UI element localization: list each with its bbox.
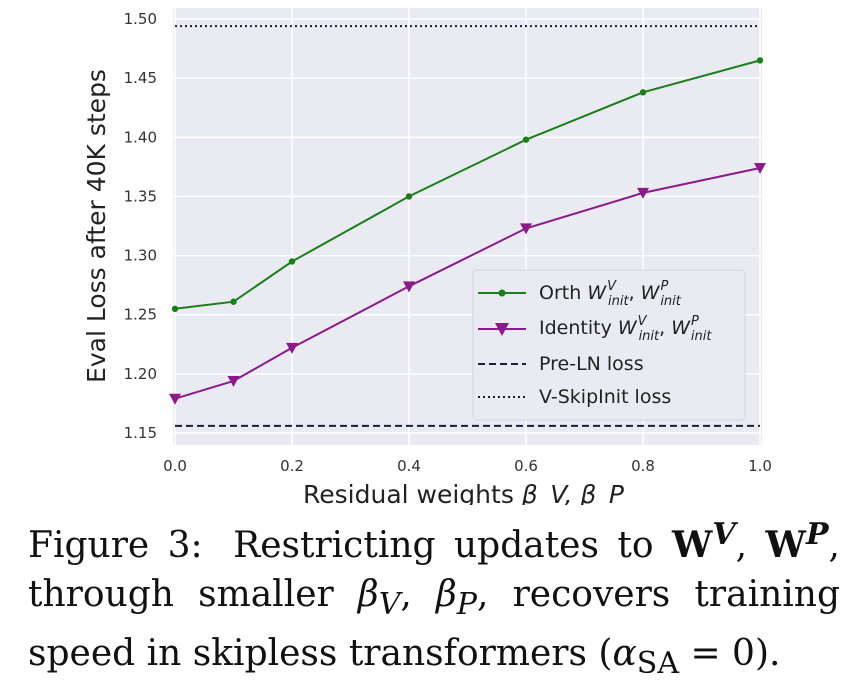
orth-data-point (756, 57, 764, 64)
y-tick-label: 1.25 (124, 306, 157, 324)
caption-alpha: α (612, 633, 637, 675)
legend-orth-label: Orth WV init, WP init (539, 279, 682, 309)
orth-data-point (522, 136, 530, 143)
x-axis-title: Residual weights β_V, β_P (303, 480, 625, 505)
legend-identity-marker (495, 323, 509, 336)
identity-data-point (403, 281, 415, 293)
identity-data-point (637, 187, 649, 199)
caption-beta-p: βP (435, 574, 477, 623)
y-tick-label: 1.35 (124, 187, 157, 205)
legend-vskipinit-label: V-SkipInit loss (539, 386, 671, 408)
legend-orth-marker (498, 289, 506, 297)
chart: 0.0 0.2 0.4 0.6 0.8 1.0 1.151.201.251.301.351… (82, 8, 772, 505)
caption-text-3: recovers training speed in skipless tran… (28, 574, 841, 675)
identity-data-point (286, 342, 298, 354)
y-tick-label: 1.40 (124, 128, 157, 146)
grid (173, 8, 762, 445)
y-tick-label: 1.15 (124, 424, 157, 442)
identity-data-point (520, 223, 532, 235)
orth-data-point (639, 89, 647, 96)
x-axis-title-text: Residual weights (303, 480, 514, 505)
y-axis-title: Eval Loss after 40K steps (82, 69, 111, 383)
x-tick-label: 1.0 (748, 457, 772, 475)
series-markers (169, 57, 766, 405)
y-tick-label: 1.45 (124, 69, 157, 87)
x-tick-label: 0.8 (631, 457, 655, 475)
y-tick-label: 1.20 (124, 365, 157, 383)
identity-data-point (169, 393, 181, 405)
legend-box (472, 269, 746, 421)
caption-beta-v: βV (357, 574, 401, 623)
x-tick-label: 0.6 (514, 457, 538, 475)
caption-symbol-wp: WP (765, 517, 829, 566)
orth-data-point (171, 305, 179, 312)
y-tick-labels: 1.15 1.20 1.25 1.30 1.35 1.40 1.45 1.50 (124, 10, 157, 442)
caption-text-1: Restricting updates to (233, 525, 654, 566)
x-tick-labels: 0.0 0.2 0.4 0.6 0.8 1.0 (163, 457, 772, 475)
orth-data-point (288, 258, 296, 265)
legend-orth-label-text: Orth (539, 282, 587, 304)
y-tick-label: 1.50 (124, 10, 157, 28)
x-tick-label: 0.0 (163, 457, 187, 475)
x-tick-label: 0.4 (397, 457, 421, 475)
orth-data-point (230, 298, 237, 305)
caption-text-2: through smaller (28, 574, 334, 615)
caption-equals-zero: = 0 (690, 633, 755, 675)
legend-preln-label: Pre-LN loss (539, 353, 644, 375)
x-axis-title-math: β_V, β_P (521, 480, 625, 505)
legend-identity-label-text: Identity (539, 317, 618, 339)
caption-alpha-sub: SA (636, 646, 679, 682)
y-tick-label: 1.30 (124, 247, 157, 265)
x-tick-label: 0.2 (280, 457, 304, 475)
caption-figure-label: Figure 3: (28, 525, 203, 566)
identity-data-point (754, 163, 766, 175)
legend-identity-label: Identity WV init, WP init (539, 314, 712, 344)
caption-symbol-wv: WV (671, 517, 736, 566)
figure-caption: Figure 3: Restricting updates to WV, WP,… (28, 517, 841, 682)
identity-data-point (227, 375, 240, 387)
orth-data-point (405, 193, 413, 200)
legend: Orth WV init, WP init Identity WV init, WP i… (472, 269, 746, 421)
reference-lines (175, 25, 760, 427)
